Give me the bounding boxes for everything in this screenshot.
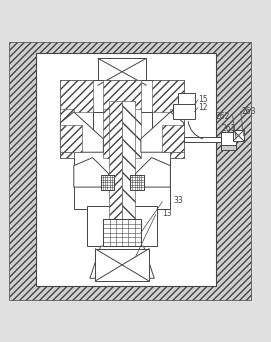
Bar <box>162 126 184 152</box>
Bar <box>221 145 236 150</box>
Bar <box>173 104 195 119</box>
Bar <box>233 131 244 141</box>
Polygon shape <box>60 112 103 152</box>
Bar <box>184 137 225 142</box>
Bar <box>125 109 141 158</box>
Bar <box>101 175 114 190</box>
Text: 263: 263 <box>241 107 256 117</box>
Bar <box>74 149 170 209</box>
Text: 262: 262 <box>216 111 230 120</box>
Bar <box>221 132 236 145</box>
Bar <box>103 109 120 158</box>
Bar <box>151 80 184 112</box>
Text: 15: 15 <box>199 95 208 104</box>
Bar <box>178 93 195 105</box>
Polygon shape <box>141 112 184 152</box>
Text: 33: 33 <box>173 196 183 205</box>
Bar <box>122 101 136 235</box>
Bar <box>60 109 93 158</box>
FancyArrowPatch shape <box>188 121 203 139</box>
Polygon shape <box>74 158 109 187</box>
Bar <box>109 101 136 235</box>
Text: 12: 12 <box>199 104 208 113</box>
Bar <box>60 80 184 112</box>
Bar <box>130 175 144 190</box>
Polygon shape <box>90 246 154 278</box>
Bar <box>103 80 141 112</box>
Text: 13: 13 <box>162 209 172 219</box>
Text: 261: 261 <box>221 123 236 133</box>
Bar <box>60 109 74 158</box>
Bar <box>60 126 82 152</box>
Bar <box>95 249 149 281</box>
Bar <box>87 206 157 246</box>
Bar <box>36 53 216 286</box>
Bar <box>103 219 141 246</box>
Bar <box>151 109 184 158</box>
Bar <box>60 80 93 112</box>
Bar <box>170 109 184 158</box>
Polygon shape <box>136 158 170 187</box>
Bar <box>109 101 122 235</box>
Bar <box>98 58 146 85</box>
